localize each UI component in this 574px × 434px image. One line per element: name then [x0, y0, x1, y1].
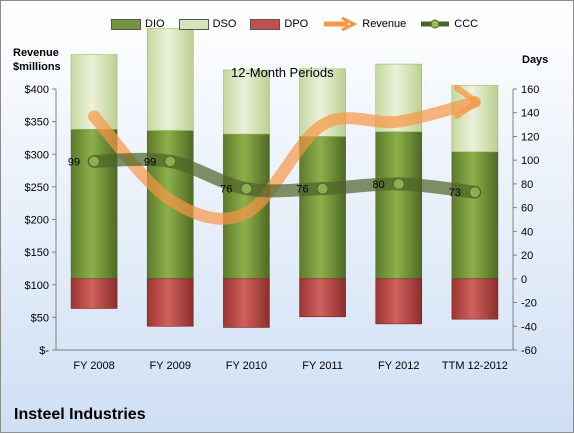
y-right-tick-label: 20	[521, 250, 533, 262]
legend-revenue: Revenue	[322, 17, 406, 31]
bar-dio	[70, 129, 118, 280]
ccc-data-label: 76	[296, 184, 308, 196]
bar-dpo	[299, 278, 346, 318]
ccc-data-label: 73	[449, 187, 461, 199]
revenue-line	[88, 96, 481, 225]
chart-title: 12-Month Periods	[231, 65, 334, 80]
ccc-point	[240, 182, 253, 195]
ccc-data-label: 99	[144, 156, 156, 168]
y-right-tick-label: -40	[521, 321, 537, 333]
y-left-tick-label: $150	[25, 247, 49, 259]
y-right-tick-label: 40	[521, 226, 533, 238]
legend-dpo-label: DPO	[284, 18, 309, 30]
bar-dio	[375, 131, 423, 280]
y-left-tick-label: $100	[25, 280, 49, 292]
bar-dpo	[451, 278, 499, 320]
bar-dpo	[146, 278, 194, 327]
y-left-tick-label: $400	[25, 84, 49, 96]
x-tick-label: FY 2011	[302, 360, 343, 372]
ccc-data-label: 76	[220, 184, 232, 196]
legend-dpo-swatch	[250, 18, 281, 30]
bar-dpo	[223, 278, 270, 328]
legend-dso-swatch	[178, 18, 209, 30]
legend-dio-swatch	[111, 18, 141, 30]
y-right-tick-label: 0	[521, 274, 527, 286]
x-tick-label: FY 2012	[378, 360, 419, 372]
legend-dso: DSO	[178, 18, 237, 30]
bar-dso	[451, 85, 499, 153]
ccc-data-label: 99	[68, 156, 80, 168]
bar-dso	[223, 69, 270, 135]
bar-dso	[146, 28, 194, 131]
legend-dso-label: DSO	[212, 18, 237, 30]
x-tick-label: FY 2010	[226, 360, 267, 372]
ccc-data-label: 80	[373, 179, 385, 191]
ccc-point	[316, 182, 329, 195]
legend-dio-label: DIO	[145, 18, 165, 30]
y-right-tick-label: 80	[521, 179, 533, 191]
y-right-tick-label: 60	[521, 203, 533, 215]
y-right-tick-label: 120	[521, 131, 539, 143]
legend-ccc: CCC	[420, 17, 478, 31]
y-right-tick-label: 140	[521, 108, 539, 120]
x-tick-label: FY 2008	[73, 360, 114, 372]
y-right-tick-label: 160	[521, 84, 539, 96]
y-left-title-1: Revenue	[13, 47, 59, 59]
y-right-title: Days	[522, 54, 549, 66]
revenue-arrowhead	[453, 85, 480, 120]
bar-dpo	[70, 278, 118, 309]
legend-ccc-label: CCC	[454, 18, 479, 30]
bar-dio	[299, 136, 346, 280]
ccc-point	[88, 155, 101, 168]
legend-revenue-label: Revenue	[362, 18, 407, 30]
ccc-point	[392, 177, 405, 190]
legend-dpo: DPO	[250, 18, 308, 30]
y-left-tick-label: $-	[39, 345, 49, 357]
y-right-tick-label: -60	[521, 345, 537, 357]
y-left-tick-label: $350	[25, 117, 49, 129]
ccc-point	[468, 186, 481, 199]
legend-dio: DIO	[111, 18, 165, 30]
legend-revenue-arrow-icon	[324, 17, 358, 31]
y-left-title-2: $millions	[13, 61, 61, 73]
bar-dio	[451, 151, 499, 280]
y-left-tick-label: $250	[25, 182, 49, 194]
y-right-tick-label: 100	[521, 155, 539, 167]
y-left-tick-label: $300	[25, 149, 49, 161]
ccc-point	[164, 155, 177, 168]
legend: DIO DSO DPO Revenue CCC	[111, 15, 478, 33]
y-left-tick-label: $200	[25, 215, 49, 227]
x-tick-label: FY 2009	[150, 360, 191, 372]
y-right-tick-label: -20	[521, 298, 537, 310]
company-name: Insteel Industries	[14, 406, 146, 423]
y-left-tick-label: $50	[31, 312, 49, 324]
bar-dpo	[375, 278, 423, 325]
legend-ccc-line-icon	[421, 19, 450, 29]
x-tick-label: TTM 12-2012	[442, 360, 508, 372]
